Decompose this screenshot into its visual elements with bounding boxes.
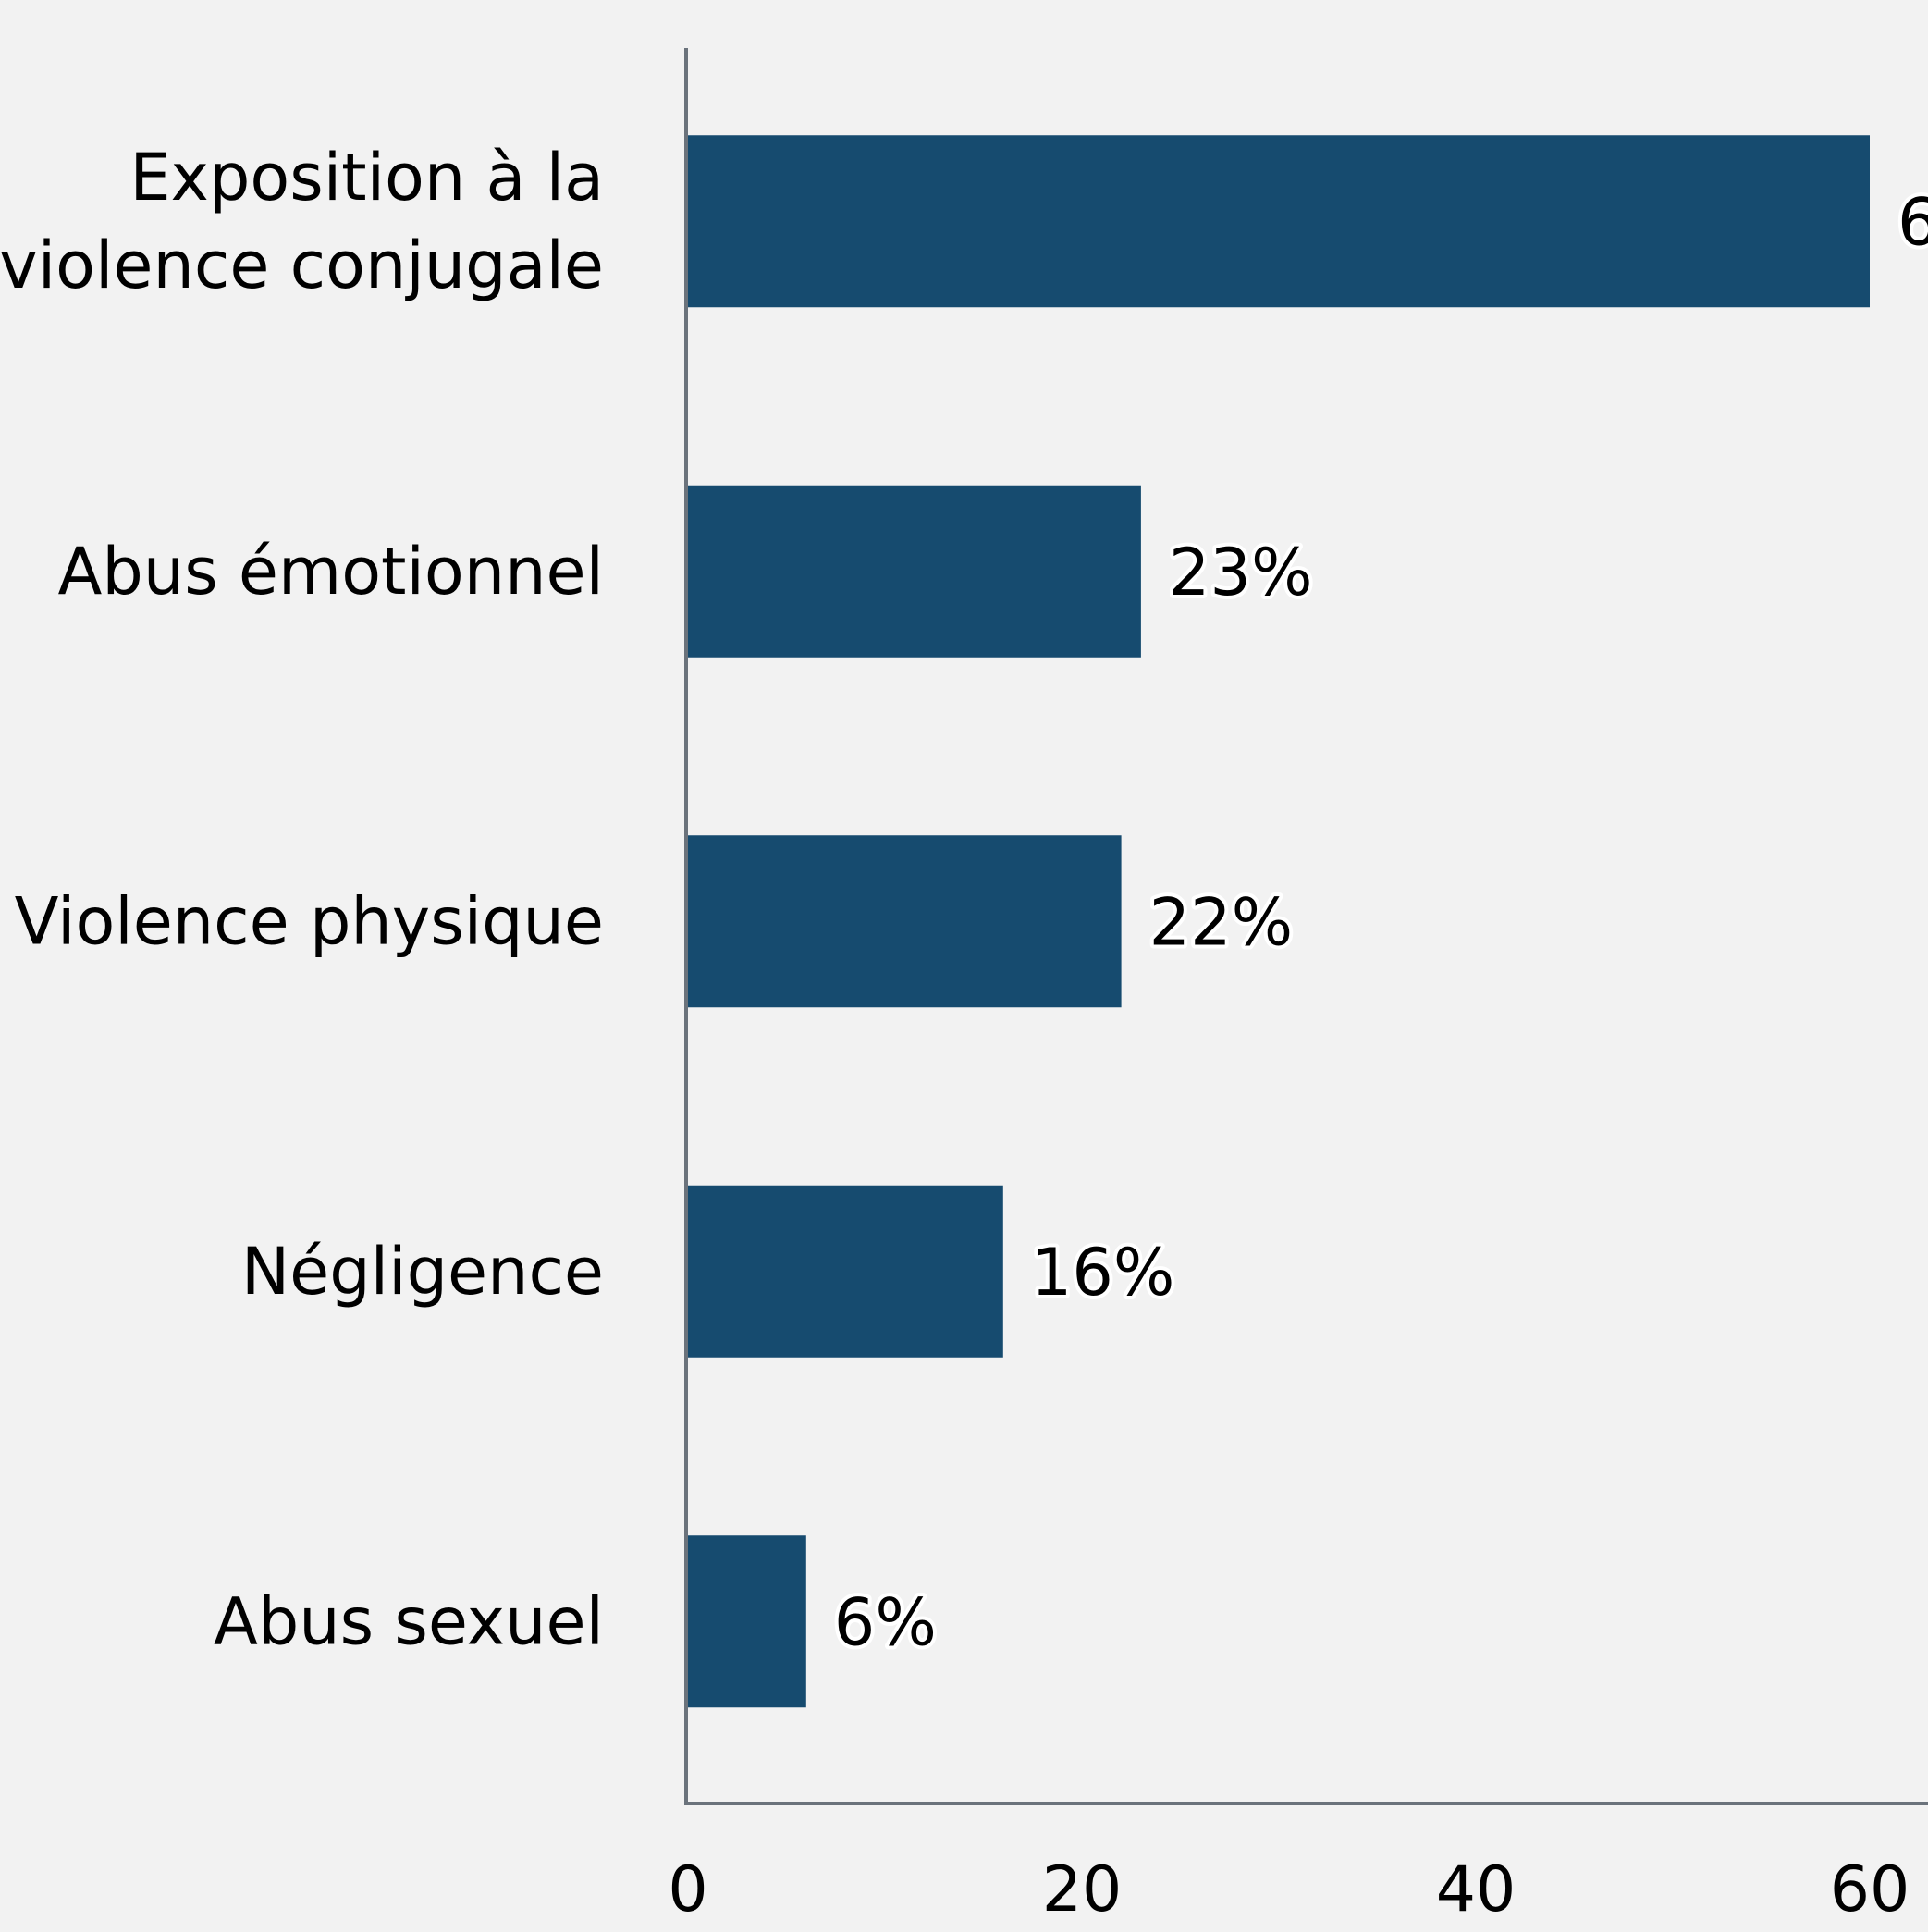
category-label-1: Abus émotionnel <box>58 534 604 609</box>
category-labels: Exposition à la violence conjugale Abus ém… <box>0 140 604 1660</box>
x-tick-label-3: 60 <box>1830 1853 1910 1926</box>
data-label-1: 23% <box>1169 535 1313 610</box>
category-label-0: Exposition à la violence conjugale <box>0 140 604 303</box>
x-axis-tick-labels: 0 20 40 60 <box>668 1853 1910 1926</box>
bar-4 <box>688 1535 806 1708</box>
bar-2 <box>688 835 1122 1008</box>
data-label-0: 6 <box>1897 184 1928 260</box>
bar-0 <box>688 135 1870 308</box>
x-tick-label-1: 20 <box>1042 1853 1123 1926</box>
category-label-4: Abus sexuel <box>214 1583 604 1659</box>
category-label-3: Négligence <box>241 1234 604 1310</box>
data-labels: 6 23% 22% 16% 6% <box>830 180 1928 1664</box>
x-tick-label-2: 40 <box>1436 1853 1517 1926</box>
category-label-2: Violence physique <box>15 883 604 959</box>
bar-1 <box>688 485 1141 658</box>
data-label-3: 16% <box>1031 1235 1175 1311</box>
data-label-4: 6% <box>834 1584 937 1660</box>
bar-3 <box>688 1185 1003 1358</box>
data-label-2: 22% <box>1149 884 1294 960</box>
x-tick-label-0: 0 <box>668 1853 707 1926</box>
bars-group <box>688 135 1870 1708</box>
